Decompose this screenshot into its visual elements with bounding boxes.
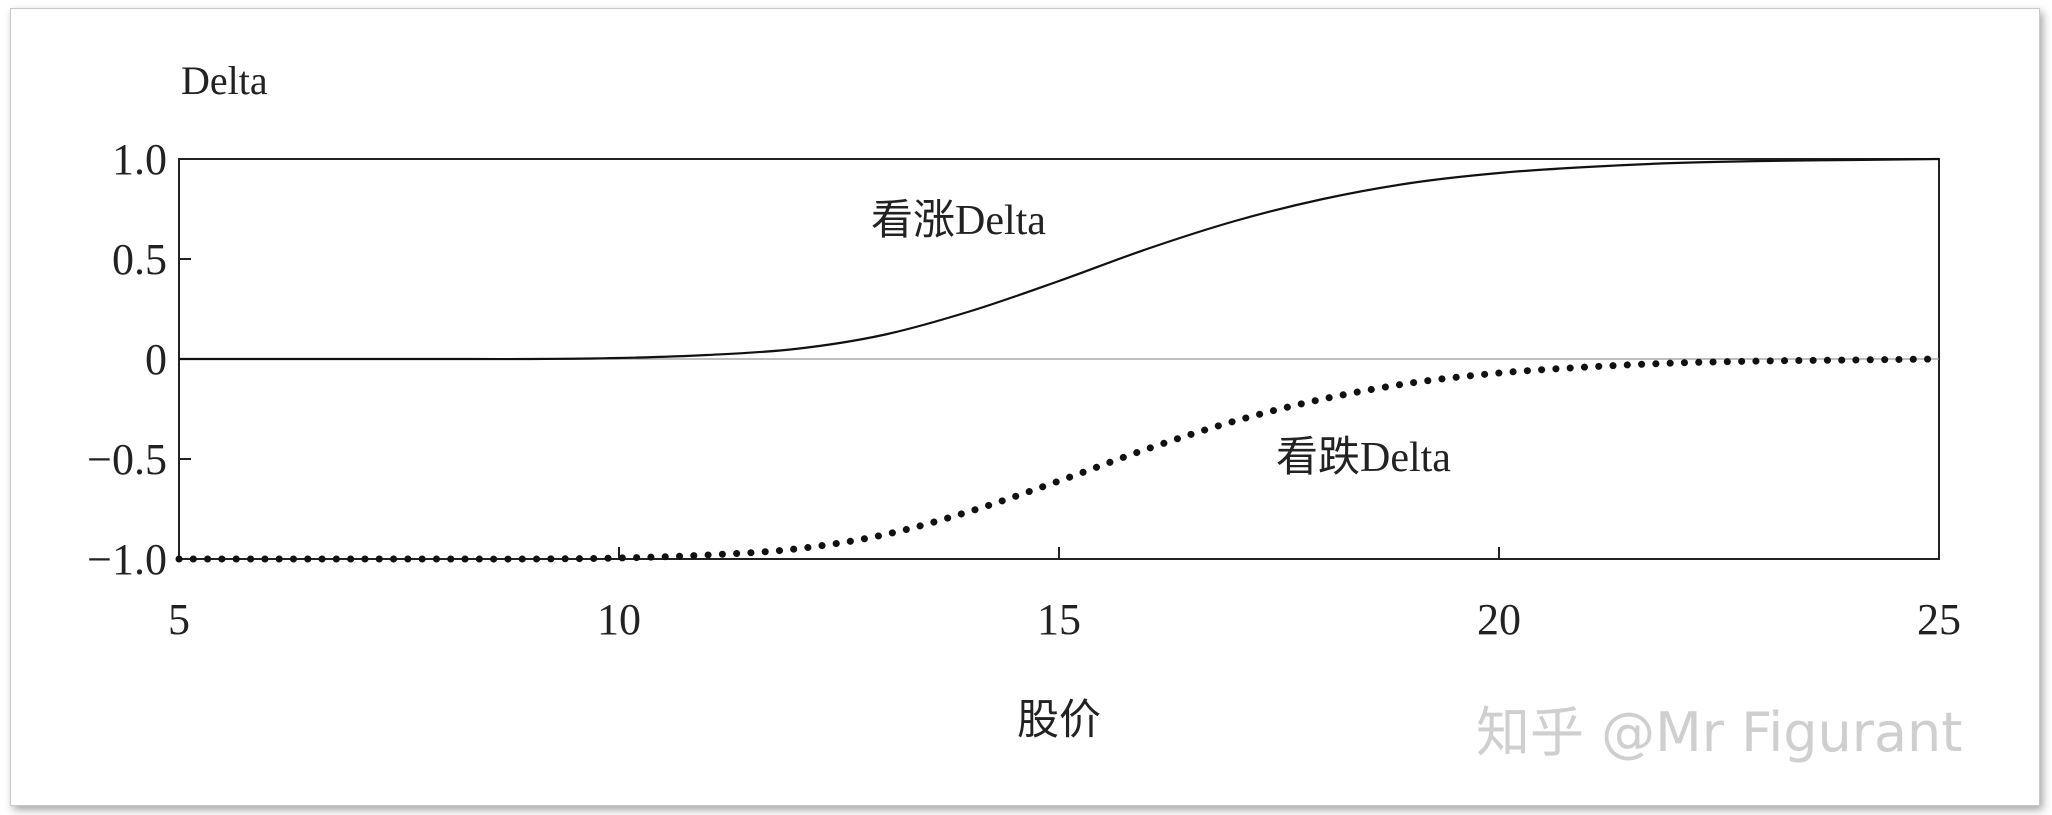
x-tick-label: 5	[168, 595, 190, 644]
y-tick-label: −0.5	[87, 435, 167, 484]
put-delta-label: 看跌Delta	[1276, 435, 1451, 481]
put-delta-line	[175, 355, 1943, 563]
call-delta-label: 看涨Delta	[871, 198, 1046, 244]
x-tick-label: 15	[1037, 595, 1081, 644]
chart-frame: 5 10 15 20 25 1.0 0.5 0 −0.5 −1.0 Delta 股价 看涨Delt…	[10, 8, 2040, 806]
y-tick-label: 0.5	[112, 235, 167, 284]
y-tick-label: 0	[145, 335, 167, 384]
y-tick-label: 1.0	[112, 135, 167, 184]
y-axis-label: Delta	[181, 58, 268, 103]
x-tick-label: 20	[1477, 595, 1521, 644]
delta-chart: 5 10 15 20 25 1.0 0.5 0 −0.5 −1.0 Delta 股价 看涨Delt…	[87, 58, 1962, 764]
tick-group: 5 10 15 20 25 1.0 0.5 0 −0.5 −1.0	[87, 135, 1961, 644]
x-tick-label: 25	[1917, 595, 1961, 644]
series-group	[175, 157, 1943, 563]
x-axis-label: 股价	[1017, 695, 1101, 744]
x-tick-label: 10	[597, 595, 641, 644]
watermark-text: 知乎 @Mr Figurant	[1476, 701, 1962, 764]
call-delta-line	[179, 157, 1940, 361]
y-tick-label: −1.0	[87, 535, 167, 584]
